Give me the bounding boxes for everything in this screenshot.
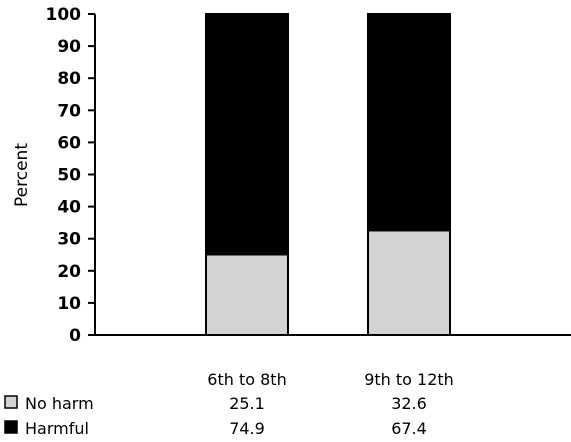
bar-no-harm-1 <box>205 253 289 336</box>
y-tick-label: 0 <box>69 326 81 346</box>
bar-harmful-1 <box>205 13 289 256</box>
data-table: 6th to 8th 9th to 12th No harm 25.1 32.6 Harm… <box>4 370 454 438</box>
legend-label: Harmful <box>25 419 89 438</box>
legend-swatch <box>4 420 18 434</box>
y-axis-title: Percent <box>12 143 32 207</box>
legend-swatch <box>4 395 18 409</box>
y-tick-label: 60 <box>57 133 81 153</box>
y-tick-label: 10 <box>57 294 81 314</box>
bar-no-harm-2 <box>367 229 451 337</box>
y-tick-label: 90 <box>57 37 81 57</box>
y-tick-label: 100 <box>46 5 82 25</box>
data-value-label: 25.1 <box>229 394 265 413</box>
y-tick-label: 20 <box>57 262 81 282</box>
y-tick-label: 40 <box>57 198 81 218</box>
data-value-label: 74.9 <box>229 419 265 438</box>
legend-label: No harm <box>25 394 94 413</box>
y-tick-label: 70 <box>57 101 81 121</box>
y-tick-label: 50 <box>57 166 81 186</box>
y-tick-label: 30 <box>57 230 81 250</box>
y-axis-ticks: 0 10 20 30 40 50 60 70 80 90 100 <box>46 5 95 346</box>
y-tick-label: 80 <box>57 69 81 89</box>
data-value-label: 67.4 <box>391 419 427 438</box>
category-label: 6th to 8th <box>207 370 286 389</box>
category-label: 9th to 12th <box>364 370 454 389</box>
data-value-label: 32.6 <box>391 394 427 413</box>
bar-harmful-2 <box>367 13 451 232</box>
bars <box>205 13 451 337</box>
